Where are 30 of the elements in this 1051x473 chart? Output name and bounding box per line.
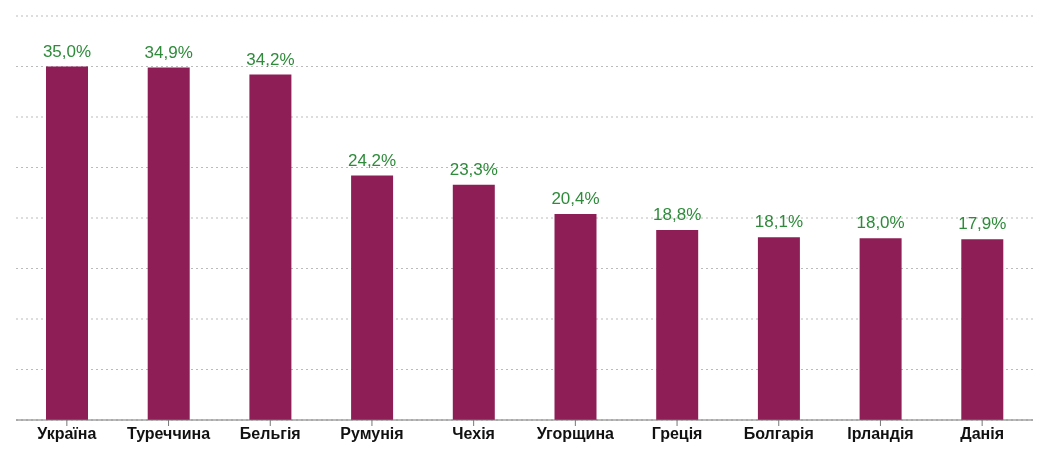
data-label: 18,1% [754, 212, 803, 232]
bar [656, 230, 699, 420]
data-label: 35,0% [42, 41, 92, 61]
bar [961, 239, 1004, 420]
data-label: 34,9% [144, 42, 193, 62]
x-tick-label: Туреччина [127, 425, 211, 443]
bar [554, 213, 597, 420]
bar [757, 237, 800, 420]
data-label: 34,2% [246, 49, 295, 69]
bar [147, 67, 190, 420]
bar [249, 74, 292, 420]
bar [452, 184, 495, 420]
x-tick-label: Греція [651, 425, 703, 443]
x-tick-label: Болгарія [743, 425, 814, 443]
data-label: 17,9% [958, 214, 1007, 234]
x-tick-label: Ірландія [847, 425, 914, 443]
bar [859, 238, 902, 420]
bar [351, 175, 394, 420]
x-tick-label: Румунія [340, 425, 404, 443]
data-label: 18,0% [856, 213, 905, 233]
x-tick-label: Чехія [452, 425, 495, 443]
data-label: 23,3% [449, 159, 498, 179]
x-tick-label: Угорщина [536, 425, 615, 443]
data-label: 18,8% [653, 205, 702, 225]
x-tick-label: Бельгія [239, 425, 301, 443]
x-tick-label: Данія [960, 425, 1005, 443]
x-tick-label: Україна [37, 425, 97, 443]
data-label: 24,2% [348, 150, 397, 170]
data-label: 20,4% [551, 188, 600, 208]
bar [46, 66, 88, 420]
